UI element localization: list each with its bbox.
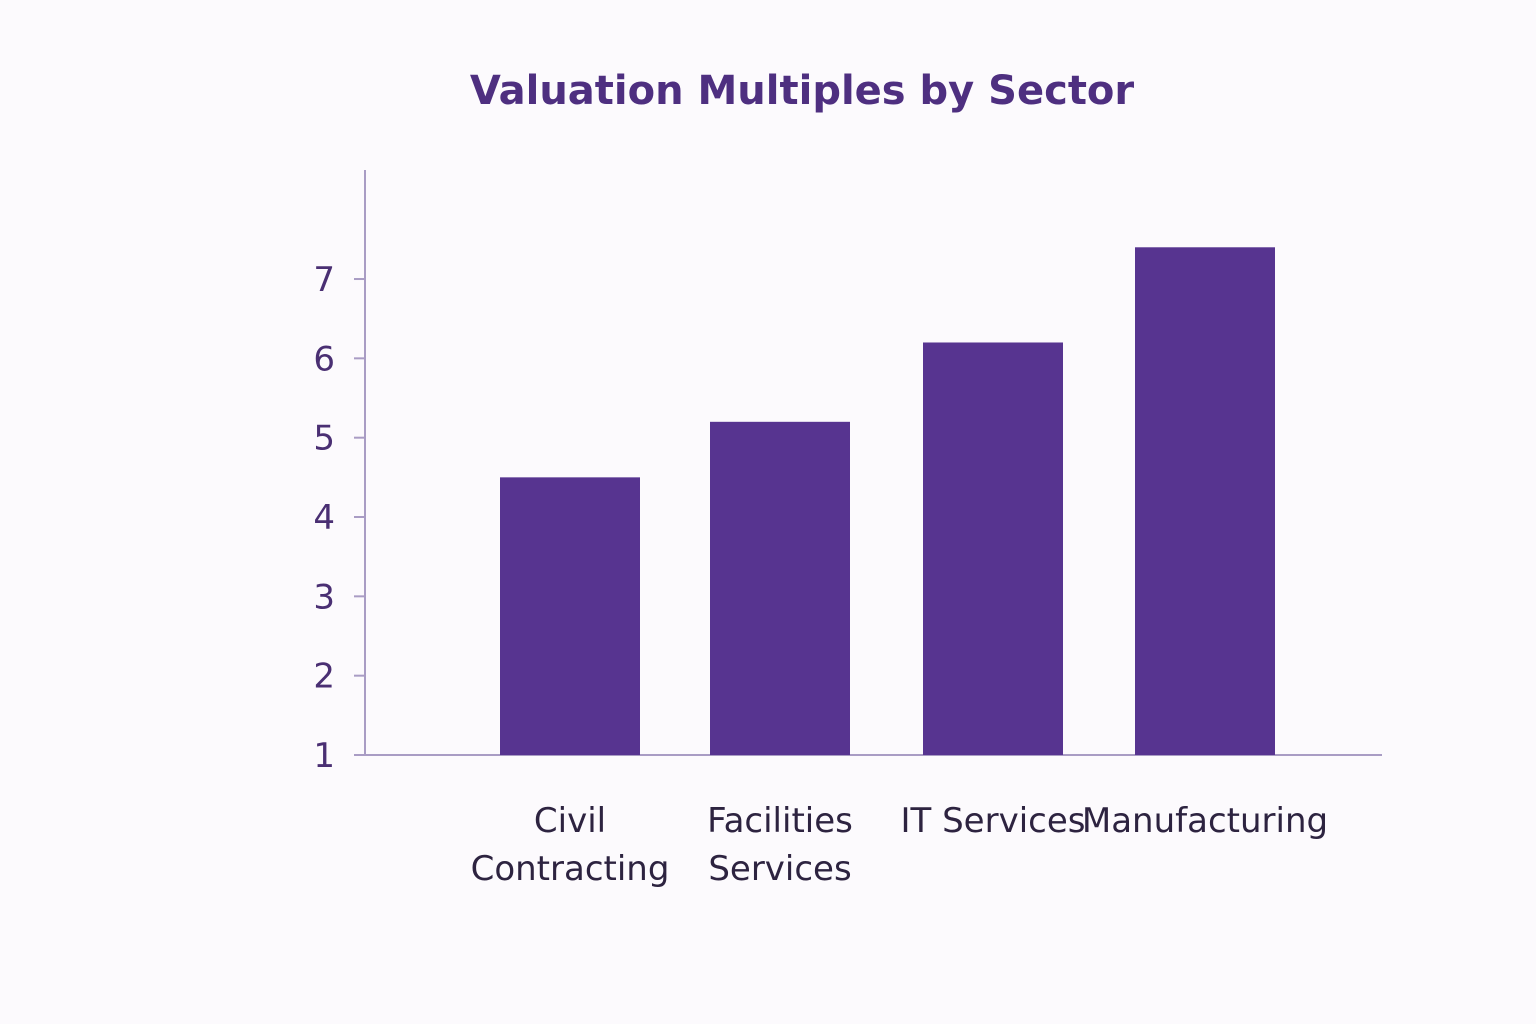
y-tick-label: 5	[313, 419, 335, 459]
bar	[710, 421, 850, 755]
x-ticks: Civil Contracting Facilities Services IT Ser…	[471, 801, 1329, 889]
x-tick-label: Civil Contracting	[471, 801, 670, 889]
y-tick-label: 3	[313, 577, 335, 617]
y-tick-label: 4	[313, 498, 335, 538]
bar	[500, 477, 640, 755]
y-tick-label: 7	[313, 260, 335, 300]
y-tick-label: 2	[313, 657, 335, 697]
bars	[500, 247, 1275, 755]
bar	[923, 342, 1063, 755]
y-ticks: 1 2 3 4 5 6 7	[313, 260, 365, 776]
y-tick-label: 1	[313, 736, 335, 776]
x-tick-label: Facilities Services	[707, 801, 853, 889]
bar	[1135, 247, 1275, 755]
x-tick-label: IT Services	[901, 801, 1086, 841]
chart-title: Valuation Multiples by Sector	[470, 68, 1135, 114]
x-tick-label: Manufacturing	[1082, 801, 1328, 841]
y-tick-label: 6	[313, 339, 335, 379]
